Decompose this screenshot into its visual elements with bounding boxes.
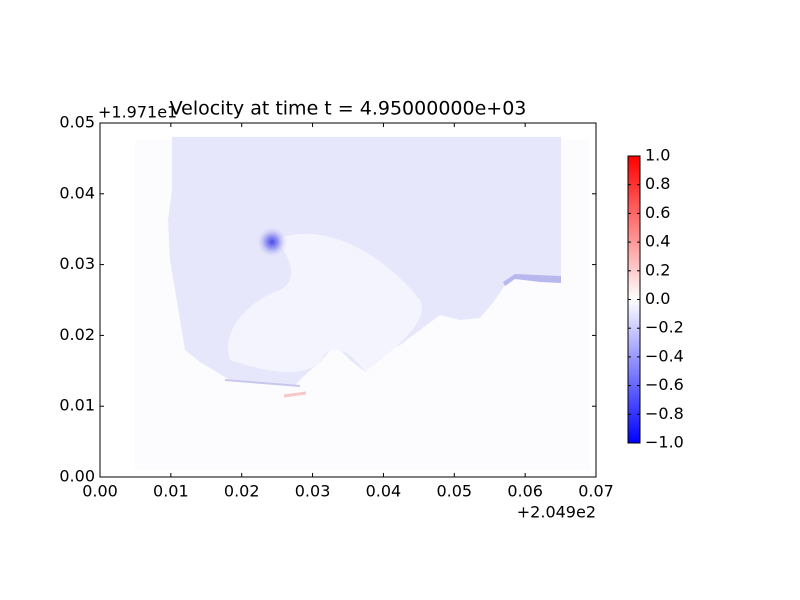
field-band: [503, 274, 561, 286]
colorbar-tick-label: −0.6: [645, 375, 684, 394]
y-tick-label: 0.05: [59, 113, 95, 132]
colorbar-tick-label: 0.2: [645, 260, 670, 279]
y-offset-label: +1.971e1: [98, 103, 177, 122]
velocity-field: [135, 137, 590, 470]
y-tick-label: 0.04: [59, 183, 95, 202]
x-offset-label: +2.049e2: [517, 503, 596, 522]
colorbar-tick-label: 1.0: [645, 146, 670, 165]
x-tick-label: 0.04: [366, 482, 402, 501]
colorbar-tick-label: −0.2: [645, 318, 684, 337]
y-tick-label: 0.02: [59, 325, 95, 344]
field-edge: [224, 379, 301, 387]
colorbar-tick-label: −0.4: [645, 346, 684, 365]
y-tick-label: 0.03: [59, 254, 95, 273]
y-tick-label: 0.01: [59, 396, 95, 415]
x-tick-label: 0.00: [82, 482, 118, 501]
y-tick-label: 0.00: [59, 467, 95, 486]
colorbar-tick-label: −1.0: [645, 433, 684, 452]
chart-title: Velocity at time t = 4.95000000e+03: [170, 98, 527, 120]
x-tick-label: 0.03: [295, 482, 331, 501]
colorbar-tick-label: 0.8: [645, 174, 670, 193]
x-tick-label: 0.05: [436, 482, 472, 501]
field-edge: [283, 391, 307, 398]
colorbar-tick-label: −0.8: [645, 404, 684, 423]
axes-frame: [99, 122, 597, 478]
colorbar-tick-label: 0.6: [645, 203, 670, 222]
x-tick-label: 0.01: [153, 482, 189, 501]
x-tick-label: 0.02: [224, 482, 260, 501]
field-swirl: [228, 233, 422, 372]
x-tick-label: 0.07: [578, 482, 614, 501]
colorbar-tick-label: 0.0: [645, 289, 670, 308]
colorbar-tick-label: 0.4: [645, 232, 670, 251]
x-tick-label: 0.06: [507, 482, 543, 501]
field-vortex: [256, 226, 288, 258]
